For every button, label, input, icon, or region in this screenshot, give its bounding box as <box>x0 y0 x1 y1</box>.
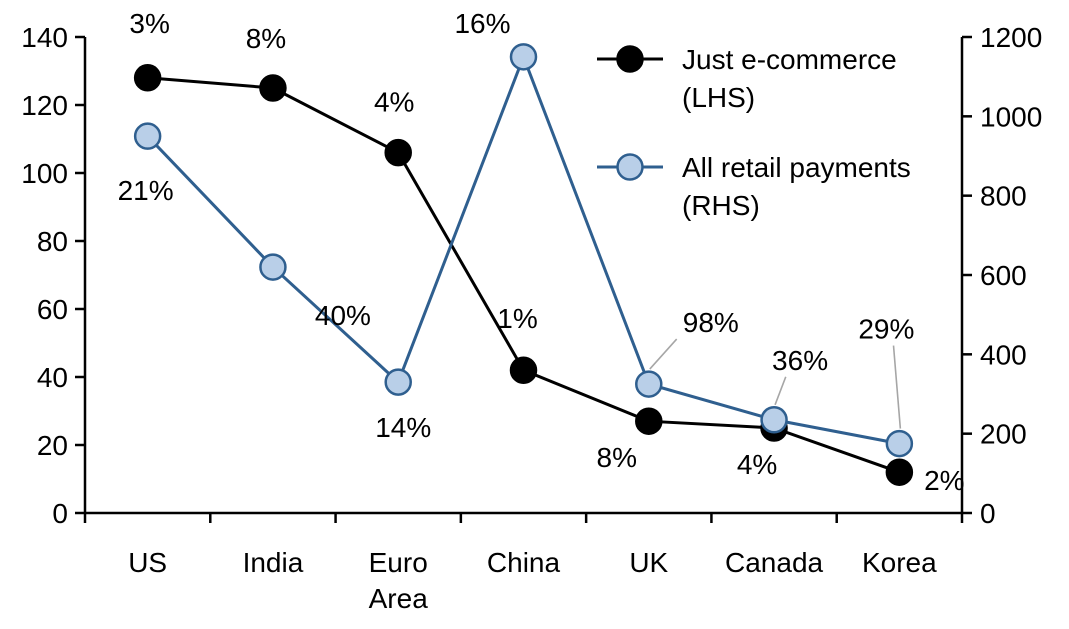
data-point-label: 8% <box>597 442 637 473</box>
data-point-label: 29% <box>858 314 914 345</box>
data-point-marker <box>133 64 162 92</box>
category-label: China <box>487 547 561 578</box>
data-point-label: 36% <box>772 345 828 376</box>
category-label: US <box>128 547 167 578</box>
y-axis-left-tick-label: 60 <box>37 294 68 325</box>
data-point-marker <box>509 43 538 71</box>
data-point-marker <box>885 458 914 486</box>
data-point-label: 21% <box>118 175 174 206</box>
category-label: Korea <box>862 547 937 578</box>
data-point-label: 8% <box>246 23 286 54</box>
legend-item-label: (RHS) <box>682 190 760 221</box>
y-axis-right-tick-label: 0 <box>980 498 996 529</box>
legend-item-label: Just e-commerce <box>682 44 897 75</box>
category-label: Area <box>369 583 429 614</box>
y-axis-left-tick-label: 20 <box>37 430 68 461</box>
data-point-marker <box>509 356 538 384</box>
y-axis-left-tick-label: 40 <box>37 362 68 393</box>
legend-marker-icon <box>616 45 644 73</box>
data-label-leader-line <box>892 345 902 429</box>
y-axis-left-tick-label: 100 <box>21 158 68 189</box>
y-axis-right-tick-label: 1000 <box>980 101 1042 132</box>
data-point-label: 3% <box>129 8 169 39</box>
y-axis-left-tick-label: 140 <box>21 22 68 53</box>
y-axis-left-tick-label: 0 <box>52 498 68 529</box>
data-point-marker <box>635 407 663 435</box>
y-axis-right-tick-label: 1200 <box>980 22 1042 53</box>
data-point-label: 14% <box>375 412 431 443</box>
y-axis-right-tick-label: 200 <box>980 419 1027 450</box>
data-point-label: 4% <box>374 87 414 118</box>
data-point-label: 98% <box>683 307 739 338</box>
data-point-marker <box>259 253 287 281</box>
data-point-label: 4% <box>737 449 777 480</box>
data-point-marker <box>133 122 162 150</box>
y-axis-left-tick-label: 120 <box>21 90 68 121</box>
y-axis-left-tick-label: 80 <box>37 226 68 257</box>
category-label: India <box>243 547 304 578</box>
legend-item-label: (LHS) <box>682 82 755 113</box>
data-point-label: 2% <box>924 465 964 496</box>
data-point-marker <box>259 74 287 102</box>
data-point-label: 16% <box>454 8 510 39</box>
data-point-label: 40% <box>315 300 371 331</box>
data-point-marker <box>760 406 788 434</box>
y-axis-right-tick-label: 400 <box>980 339 1027 370</box>
chart-legend: Just e-commerce (LHS) All retail payments (… <box>597 44 911 221</box>
category-label: Euro <box>369 547 428 578</box>
data-label-leader-line <box>649 338 678 370</box>
y-axis-right-tick-label: 600 <box>980 260 1027 291</box>
data-point-label: 1% <box>497 303 537 334</box>
data-point-marker <box>384 138 412 167</box>
data-point-marker <box>635 370 663 398</box>
legend-item-label: All retail payments <box>682 152 911 183</box>
y-axis-right-tick-label: 800 <box>980 181 1027 212</box>
data-point-marker <box>885 429 914 458</box>
legend-marker-icon <box>616 153 644 181</box>
category-label: UK <box>629 547 668 578</box>
data-label-leader-line <box>774 376 787 406</box>
category-label: Canada <box>725 547 824 578</box>
data-point-marker <box>384 368 412 396</box>
